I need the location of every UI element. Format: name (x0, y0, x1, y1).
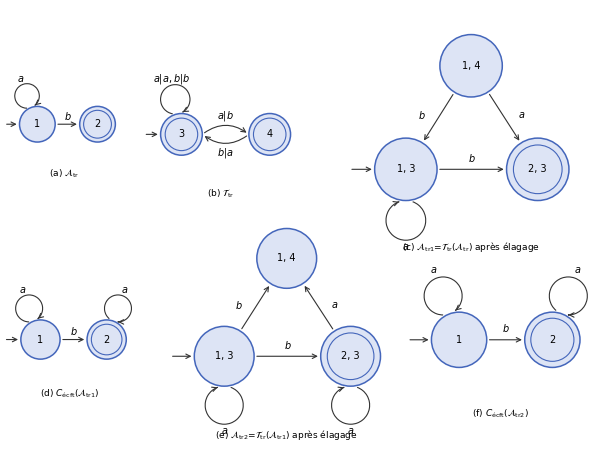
Text: $b$: $b$ (284, 339, 291, 351)
Text: 1: 1 (37, 334, 44, 344)
Text: $a$: $a$ (430, 265, 437, 275)
Text: (c) $\mathcal{A}_{\rm tr1}$=$\mathcal{T}_{\rm tr}$($\mathcal{A}_{\rm tr}$) après: (c) $\mathcal{A}_{\rm tr1}$=$\mathcal{T}… (402, 240, 540, 254)
Circle shape (194, 327, 254, 386)
Circle shape (506, 138, 569, 201)
Text: $b$: $b$ (64, 110, 71, 122)
Text: 1, 3: 1, 3 (215, 351, 234, 361)
Text: $a$: $a$ (347, 426, 354, 436)
Text: 4: 4 (267, 129, 273, 139)
Text: 2: 2 (94, 119, 101, 129)
Circle shape (21, 320, 60, 359)
Text: 1, 4: 1, 4 (278, 253, 296, 263)
Text: 2, 3: 2, 3 (528, 164, 547, 174)
Text: $a$: $a$ (121, 285, 128, 295)
Text: $a$: $a$ (574, 265, 582, 275)
Text: 3: 3 (178, 129, 185, 139)
Text: $a$: $a$ (17, 74, 25, 84)
Text: $b$: $b$ (502, 322, 509, 334)
Text: $a$: $a$ (518, 110, 525, 120)
Text: (a) $\mathcal{A}_{\rm tr}$: (a) $\mathcal{A}_{\rm tr}$ (49, 168, 79, 180)
Circle shape (525, 312, 580, 367)
Text: $a|a, b|b$: $a|a, b|b$ (153, 72, 191, 86)
Text: 2: 2 (549, 335, 555, 345)
Text: 1: 1 (34, 119, 40, 129)
Circle shape (321, 327, 381, 386)
Circle shape (249, 114, 291, 155)
Text: $b$: $b$ (417, 109, 425, 121)
Text: 1, 4: 1, 4 (462, 61, 481, 71)
Circle shape (375, 138, 437, 201)
Circle shape (432, 312, 487, 367)
Text: $a$: $a$ (19, 285, 26, 295)
Text: 2, 3: 2, 3 (341, 351, 360, 361)
Text: $b$: $b$ (70, 325, 77, 337)
Text: $b$: $b$ (235, 299, 243, 311)
Text: (b) $\mathcal{T}_{\rm tr}$: (b) $\mathcal{T}_{\rm tr}$ (207, 187, 234, 200)
Text: 2: 2 (104, 334, 110, 344)
Circle shape (20, 106, 55, 142)
Text: $b|a$: $b|a$ (217, 146, 234, 160)
Text: $b$: $b$ (468, 152, 476, 164)
Text: (e) $\mathcal{A}_{\rm tr2}$=$\mathcal{T}_{\rm tr}$($\mathcal{A}_{\rm tr1}$) aprè: (e) $\mathcal{A}_{\rm tr2}$=$\mathcal{T}… (215, 428, 358, 442)
Circle shape (440, 34, 502, 97)
Text: (d) $C_{\rm écft}$($\mathcal{A}_{\rm tr1}$): (d) $C_{\rm écft}$($\mathcal{A}_{\rm tr1… (40, 387, 100, 400)
Text: 1, 3: 1, 3 (397, 164, 415, 174)
Text: $a$: $a$ (221, 426, 228, 436)
Circle shape (80, 106, 115, 142)
Circle shape (161, 114, 202, 155)
Circle shape (87, 320, 126, 359)
Text: 1: 1 (456, 335, 462, 345)
Text: (f) $C_{\rm écft}$($\mathcal{A}_{\rm tr2}$): (f) $C_{\rm écft}$($\mathcal{A}_{\rm tr2… (472, 407, 529, 420)
Text: $a$: $a$ (402, 242, 409, 252)
Text: $a$: $a$ (331, 300, 338, 310)
Text: $a|b$: $a|b$ (217, 109, 234, 123)
Circle shape (257, 229, 317, 288)
